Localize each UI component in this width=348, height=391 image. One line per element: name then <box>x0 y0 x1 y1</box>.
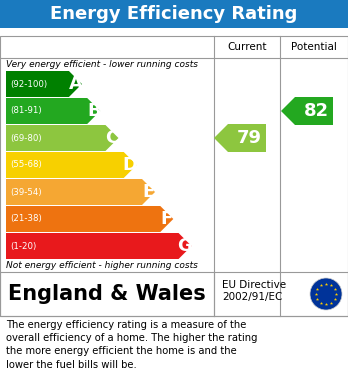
Text: G: G <box>177 237 192 255</box>
Text: (92-100): (92-100) <box>10 79 47 88</box>
Text: C: C <box>105 129 119 147</box>
Polygon shape <box>6 125 118 151</box>
Polygon shape <box>6 233 191 259</box>
Text: EU Directive: EU Directive <box>222 280 286 290</box>
Text: (39-54): (39-54) <box>10 188 42 197</box>
Polygon shape <box>6 179 155 205</box>
Polygon shape <box>6 98 100 124</box>
Text: Not energy efficient - higher running costs: Not energy efficient - higher running co… <box>6 261 198 270</box>
Text: F: F <box>161 210 173 228</box>
Text: Current: Current <box>227 42 267 52</box>
Text: The energy efficiency rating is a measure of the
overall efficiency of a home. T: The energy efficiency rating is a measur… <box>6 320 258 369</box>
Polygon shape <box>6 206 173 232</box>
Text: 2002/91/EC: 2002/91/EC <box>222 292 282 302</box>
Text: (69-80): (69-80) <box>10 133 42 142</box>
Text: A: A <box>69 75 82 93</box>
Text: D: D <box>123 156 138 174</box>
Text: Energy Efficiency Rating: Energy Efficiency Rating <box>50 5 298 23</box>
Text: (81-91): (81-91) <box>10 106 42 115</box>
Text: England & Wales: England & Wales <box>8 284 206 304</box>
Text: 82: 82 <box>303 102 329 120</box>
Polygon shape <box>6 152 137 178</box>
Polygon shape <box>281 97 333 125</box>
Bar <box>0 36 348 316</box>
Text: Very energy efficient - lower running costs: Very energy efficient - lower running co… <box>6 60 198 69</box>
Text: 79: 79 <box>237 129 262 147</box>
Text: E: E <box>142 183 155 201</box>
Text: (55-68): (55-68) <box>10 160 42 170</box>
Text: B: B <box>87 102 101 120</box>
Bar <box>0 0 348 28</box>
Polygon shape <box>6 71 82 97</box>
Text: (1-20): (1-20) <box>10 242 36 251</box>
Circle shape <box>310 278 342 310</box>
Bar <box>0 272 348 316</box>
Text: Potential: Potential <box>291 42 337 52</box>
Text: (21-38): (21-38) <box>10 215 42 224</box>
Polygon shape <box>214 124 266 152</box>
